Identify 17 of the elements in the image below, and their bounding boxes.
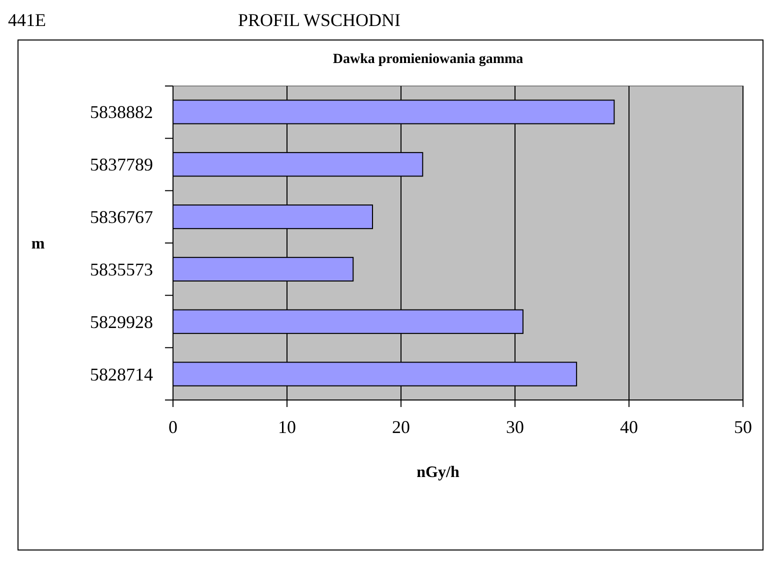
x-tick-label: 50	[734, 417, 752, 437]
x-tick-label: 0	[168, 417, 178, 437]
x-tick-label: 20	[392, 417, 410, 437]
y-tick-label: 5828714	[90, 364, 153, 384]
y-tick-label: 5836767	[90, 207, 153, 228]
y-axis-title: m	[31, 236, 46, 253]
x-axis-title: nGy/h	[416, 464, 460, 481]
y-tick-label: 5835573	[90, 260, 153, 280]
chart-title: Dawka promieniowania gamma	[332, 52, 524, 67]
x-tick-label: 10	[278, 417, 296, 437]
y-tick-label: 5838882	[90, 102, 153, 122]
text: PROFIL WSCHODNI	[238, 10, 401, 30]
text: 441E	[8, 10, 46, 30]
x-tick-label: 30	[506, 417, 524, 437]
y-tick-label: 5829928	[90, 312, 153, 332]
x-tick-label: 40	[620, 417, 638, 437]
y-tick-label: 5837789	[90, 154, 153, 175]
